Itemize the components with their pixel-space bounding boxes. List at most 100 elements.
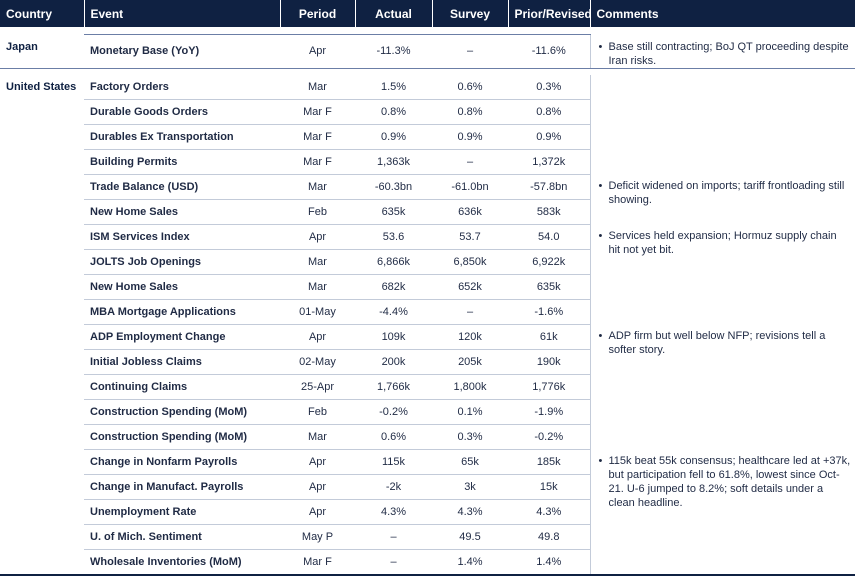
- header-country: Country: [0, 0, 85, 27]
- event-cell: Durables Ex Transportation: [84, 124, 280, 150]
- actual-cell: 6,866k: [355, 249, 432, 275]
- event-cell: Construction Spending (MoM): [84, 424, 280, 450]
- survey-cell: 1,800k: [432, 374, 508, 400]
- table-row: JOLTS Job Openings Mar 6,866k 6,850k 6,9…: [0, 249, 855, 275]
- survey-cell: 120k: [432, 324, 508, 350]
- bullet-glyph: •: [598, 455, 603, 467]
- period-cell: Apr: [280, 474, 355, 500]
- header-prior-revised: Prior/Revised: [508, 0, 592, 27]
- survey-cell: -61.0bn: [432, 174, 508, 200]
- event-cell: Trade Balance (USD): [84, 174, 280, 200]
- prior-cell: 1,776k: [508, 374, 590, 400]
- actual-cell: 1.5%: [355, 74, 432, 100]
- table-row: Trade Balance (USD) Mar -60.3bn -61.0bn …: [0, 174, 855, 224]
- spacer-cell: [590, 27, 855, 35]
- actual-cell: 115k: [355, 449, 432, 475]
- prior-cell: 49.8: [508, 524, 590, 550]
- period-cell: Apr: [280, 34, 355, 69]
- comment-text: Deficit widened on imports; tariff front…: [608, 180, 845, 206]
- prior-cell: 54.0: [508, 224, 590, 250]
- prior-cell: 1.4%: [508, 549, 590, 576]
- period-cell: Mar F: [280, 99, 355, 125]
- event-cell: ISM Services Index: [84, 224, 280, 250]
- period-cell: Mar F: [280, 124, 355, 150]
- survey-cell: 6,850k: [432, 249, 508, 275]
- country-japan: Japan: [0, 34, 84, 69]
- period-cell: Apr: [280, 324, 355, 350]
- period-cell: 01-May: [280, 299, 355, 325]
- comment-note: • Deficit widened on imports; tariff fro…: [591, 174, 855, 207]
- comment-text: ADP firm but well below NFP; revisions t…: [608, 330, 826, 356]
- header-survey: Survey: [432, 0, 509, 27]
- prior-cell: 635k: [508, 274, 590, 300]
- header-event: Event: [84, 0, 281, 27]
- event-cell: MBA Mortgage Applications: [84, 299, 280, 325]
- event-cell: Unemployment Rate: [84, 499, 280, 525]
- survey-cell: 0.9%: [432, 124, 508, 150]
- survey-cell: 205k: [432, 349, 508, 375]
- table-row: ADP Employment Change Apr 109k 120k 61k …: [0, 324, 855, 449]
- prior-cell: 0.8%: [508, 99, 590, 125]
- survey-cell: 3k: [432, 474, 508, 500]
- table-row: Durable Goods Orders Mar F 0.8% 0.8% 0.8…: [0, 99, 855, 125]
- period-cell: May P: [280, 524, 355, 550]
- prior-cell: 190k: [508, 349, 590, 375]
- period-cell: Apr: [280, 224, 355, 250]
- actual-cell: -60.3bn: [355, 174, 432, 200]
- survey-cell: 4.3%: [432, 499, 508, 525]
- prior-cell: -1.6%: [508, 299, 590, 325]
- prior-cell: 0.3%: [508, 74, 590, 100]
- header-period: Period: [280, 0, 356, 27]
- period-cell: Mar F: [280, 549, 355, 576]
- table-row: New Home Sales Mar 682k 652k 635k: [0, 274, 855, 300]
- bullet-glyph: •: [598, 40, 603, 53]
- survey-cell: 53.7: [432, 224, 508, 250]
- survey-cell: 0.1%: [432, 399, 508, 425]
- spacer-row: [0, 27, 855, 35]
- event-cell: Change in Manufact. Payrolls: [84, 474, 280, 500]
- comment-note: • Services held expansion; Hormuz supply…: [591, 224, 855, 257]
- prior-cell: -1.9%: [508, 399, 590, 425]
- event-cell: Continuing Claims: [84, 374, 280, 400]
- prior-cell: 4.3%: [508, 499, 590, 525]
- table-row: Change in Nonfarm Payrolls Apr 115k 65k …: [0, 449, 855, 576]
- header-row: Country Event Period Actual Survey Prior…: [0, 0, 855, 27]
- event-cell: Factory Orders: [84, 74, 280, 100]
- comment-cell-japan: • Base still contracting; BoJ QT proceed…: [589, 34, 855, 69]
- prior-cell: 0.9%: [508, 124, 590, 150]
- event-cell: Monetary Base (YoY): [84, 34, 280, 69]
- bullet-glyph: •: [598, 230, 603, 242]
- table-row: Building Permits Mar F 1,363k – 1,372k: [0, 149, 855, 175]
- spacer-cell: [84, 27, 590, 35]
- header-comments: Comments: [590, 0, 855, 27]
- survey-cell: 0.3%: [432, 424, 508, 450]
- actual-cell: 4.3%: [355, 499, 432, 525]
- actual-cell: -2k: [355, 474, 432, 500]
- survey-cell: 652k: [432, 274, 508, 300]
- prior-cell: 15k: [508, 474, 590, 500]
- actual-cell: –: [355, 549, 432, 576]
- comment-cell-nfp: • 115k beat 55k consensus; healthcare le…: [589, 449, 855, 576]
- prior-cell: -0.2%: [508, 424, 590, 450]
- table-row: Continuing Claims 25-Apr 1,766k 1,800k 1…: [0, 374, 855, 400]
- period-cell: Feb: [280, 199, 355, 225]
- comment-note: • 115k beat 55k consensus; healthcare le…: [591, 449, 855, 510]
- period-cell: Mar: [280, 424, 355, 450]
- period-cell: Feb: [280, 399, 355, 425]
- event-cell: U. of Mich. Sentiment: [84, 524, 280, 550]
- actual-cell: -0.2%: [355, 399, 432, 425]
- period-cell: Mar: [280, 249, 355, 275]
- event-cell: Wholesale Inventories (MoM): [84, 549, 280, 576]
- table-row: Durables Ex Transportation Mar F 0.9% 0.…: [0, 124, 855, 150]
- survey-cell: 636k: [432, 199, 508, 225]
- actual-cell: 53.6: [355, 224, 432, 250]
- prior-cell: 1,372k: [508, 149, 590, 175]
- event-cell: ADP Employment Change: [84, 324, 280, 350]
- comment-note: • Base still contracting; BoJ QT proceed…: [591, 40, 855, 68]
- event-cell: Change in Nonfarm Payrolls: [84, 449, 280, 475]
- table-row: Wholesale Inventories (MoM) Mar F – 1.4%…: [0, 549, 855, 576]
- table-row: MBA Mortgage Applications 01-May -4.4% –…: [0, 299, 855, 325]
- event-cell: Construction Spending (MoM): [84, 399, 280, 425]
- actual-cell: 682k: [355, 274, 432, 300]
- comment-cell-trade: • Deficit widened on imports; tariff fro…: [589, 174, 855, 224]
